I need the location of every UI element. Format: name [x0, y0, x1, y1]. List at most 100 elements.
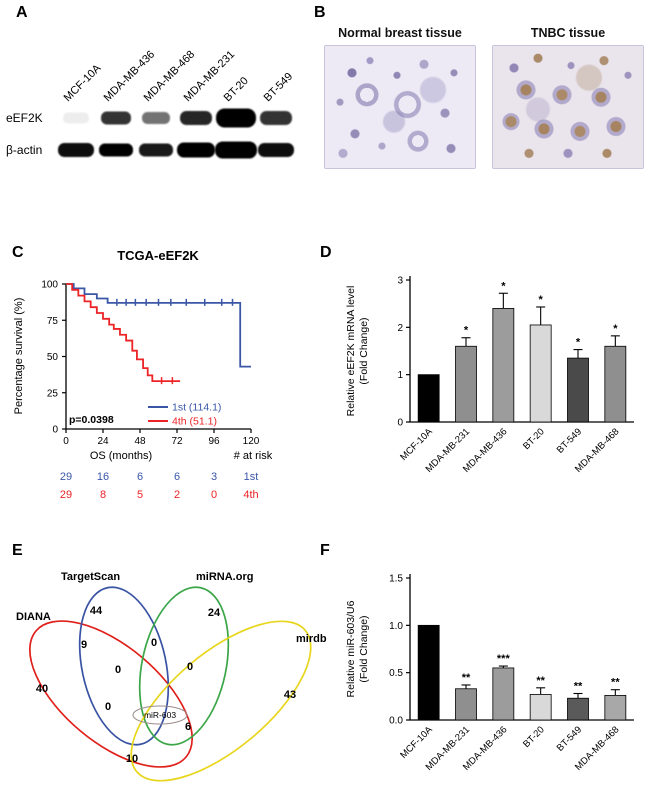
venn-count: 0	[115, 664, 121, 676]
tissue-title-normal: Normal breast tissue	[338, 26, 462, 40]
significance-stars: *	[539, 294, 544, 306]
x-tick-label: 72	[171, 436, 183, 447]
venn-set-label: DIANA	[16, 611, 51, 623]
lane-label: MCF-10A	[62, 62, 104, 104]
at-risk-count: 8	[100, 489, 106, 501]
venn-count: 24	[208, 607, 221, 619]
panel-label-c: C	[12, 244, 24, 261]
y-tick-label: 1.0	[389, 621, 403, 632]
significance-stars: *	[576, 337, 581, 349]
western-blot-panel: MCF-10AMDA-MB-436MDA-MB-468MDA-MB-231BT-…	[6, 49, 296, 159]
x-category-label: BT-549	[555, 724, 584, 753]
y-tick-label: 3	[397, 276, 403, 287]
at-risk-count: 5	[137, 489, 143, 501]
y-tick-label: 0.0	[389, 716, 403, 727]
at-risk-group: 1st	[244, 471, 259, 483]
y-tick-label: 2	[397, 323, 403, 334]
axes	[409, 574, 634, 721]
venn-count: 10	[126, 753, 138, 765]
x-category-label: BT-20	[521, 426, 547, 452]
blot-row-label: eEF2K	[6, 111, 43, 125]
histology-image-normal	[324, 45, 476, 169]
y-axis-label: Relative miR-603/U6	[345, 600, 357, 697]
x-category-label: BT-549	[555, 426, 584, 455]
blot-band	[180, 111, 212, 125]
lane-label: BT-20	[222, 75, 251, 104]
p-value: p=0.0398	[69, 414, 114, 426]
x-category-label: BT-20	[521, 724, 547, 750]
blot-band	[101, 111, 131, 125]
significance-stars: *	[613, 323, 618, 335]
tissue-title-tnbc: TNBC tissue	[530, 26, 606, 40]
y-axis-label: Relative eEF2K mRNA level	[345, 286, 357, 417]
lane-label: BT-549	[262, 71, 296, 105]
venn-count: 0	[151, 637, 157, 649]
venn-set-label: miRNA.org	[196, 571, 253, 583]
x-tick-label: 120	[243, 436, 260, 447]
x-tick-label: 48	[134, 436, 146, 447]
venn-ellipse	[130, 620, 312, 782]
blot-band	[58, 143, 94, 157]
venn-count: 0	[105, 701, 111, 713]
at-risk-count: 29	[60, 489, 72, 501]
at-risk-count: 29	[60, 471, 72, 483]
blot-band	[260, 111, 292, 125]
x-tick-label: 24	[97, 436, 109, 447]
blot-band	[139, 143, 173, 157]
survival-curve	[66, 283, 251, 368]
y-axis-label: Percentage survival (%)	[13, 298, 25, 415]
significance-stars: **	[462, 672, 471, 684]
significance-stars: ***	[497, 653, 511, 665]
venn-count: 6	[185, 721, 191, 733]
venn-count: 43	[284, 689, 296, 701]
blot-band	[216, 108, 256, 128]
x-category-label: MCF-10A	[398, 724, 435, 761]
x-category-label: MCF-10A	[398, 426, 435, 463]
y-tick-label: 25	[47, 388, 59, 399]
significance-stars: **	[611, 677, 620, 689]
venn-set-label: TargetScan	[61, 571, 120, 583]
venn-ellipse	[138, 586, 230, 746]
significance-stars: *	[501, 280, 506, 292]
y-tick-label: 0	[397, 418, 403, 429]
y-axis-label: (Fold Change)	[358, 317, 370, 384]
axes	[409, 276, 634, 423]
y-tick-label: 0.5	[389, 668, 403, 679]
venn-count: 0	[187, 661, 193, 673]
panel-label-d: D	[320, 244, 332, 261]
panel-label-a: A	[16, 4, 28, 21]
y-tick-label: 75	[47, 316, 59, 327]
blot-band	[258, 143, 294, 157]
legend-label: 1st (114.1)	[172, 402, 221, 414]
venn-ellipse	[78, 586, 170, 746]
significance-stars: *	[464, 325, 469, 337]
bar	[567, 697, 589, 721]
chart-title: TCGA-eEF2K	[117, 248, 199, 263]
venn-count: 44	[90, 605, 103, 617]
bar	[604, 694, 627, 721]
y-tick-label: 1.5	[389, 574, 403, 585]
panel-label-b: B	[314, 4, 326, 21]
at-risk-count: 6	[137, 471, 143, 483]
y-tick-label: 1	[397, 370, 403, 381]
survival-curve	[66, 283, 181, 383]
blot-band	[63, 112, 89, 124]
at-risk-count: 0	[211, 489, 217, 501]
bar	[604, 345, 627, 423]
bar	[417, 374, 440, 423]
at-risk-count: 3	[211, 471, 217, 483]
x-axis-label: OS (months)	[90, 450, 152, 462]
at-risk-count: 6	[174, 471, 180, 483]
at-risk-count: 2	[174, 489, 180, 501]
venn-set-label: mirdb	[296, 633, 327, 645]
x-tick-label: 0	[63, 436, 69, 447]
eef2k-mrna-bar-chart: 0 1 2 3 Relative eEF2K mRNA level (Fold Chang…	[345, 276, 634, 475]
mir603-bar-chart: 0.0 0.5 1.0 1.5 Relative miR-603/U6 (Fold Cha…	[345, 574, 634, 773]
panel-label-f: F	[320, 542, 330, 559]
y-tick-label: 50	[47, 352, 59, 363]
venn-count: 40	[36, 683, 48, 695]
x-tick-label: 96	[208, 436, 220, 447]
bar	[567, 357, 589, 423]
y-axis-label: (Fold Change)	[358, 615, 370, 682]
